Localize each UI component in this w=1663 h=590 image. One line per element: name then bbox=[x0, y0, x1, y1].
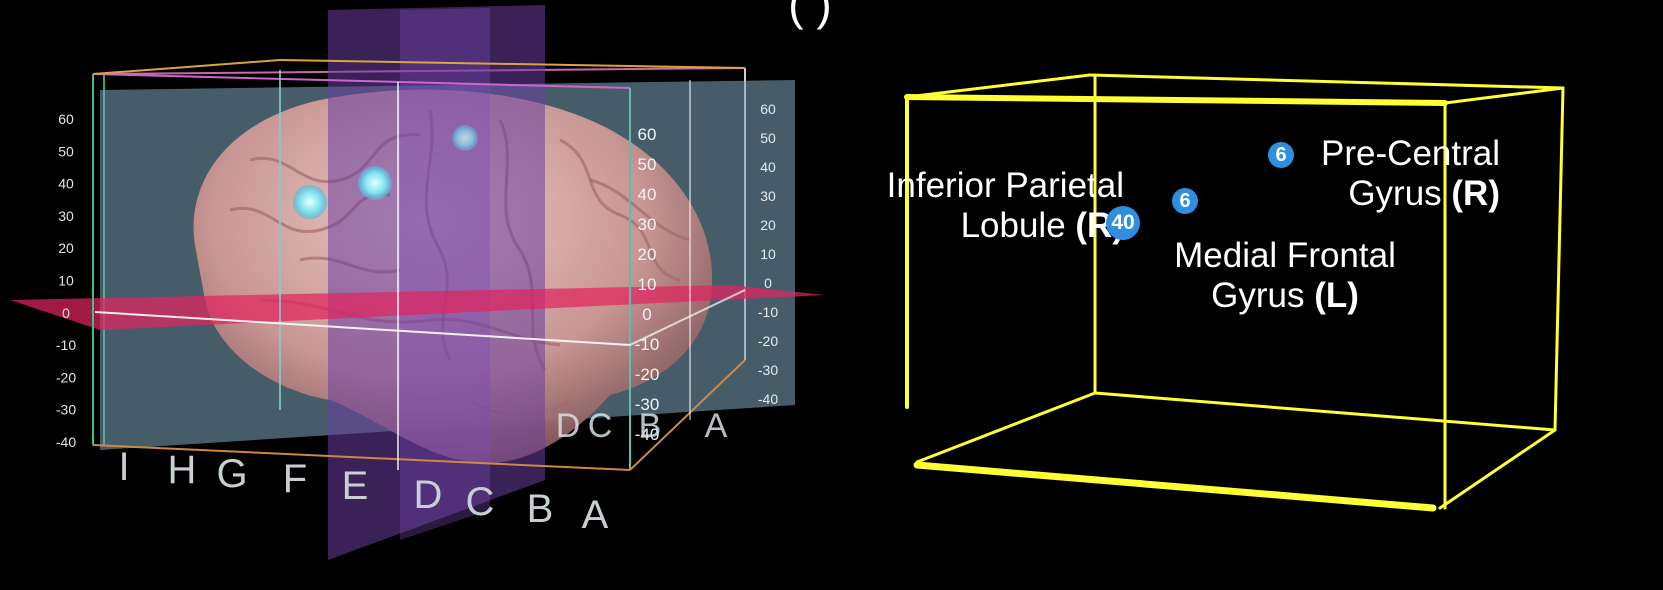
x-letter-tick: C bbox=[588, 407, 613, 445]
brodmann-area-badge: 6 bbox=[1172, 188, 1198, 214]
region-label-inferior-parietal: Inferior Parietal Lobule (R) bbox=[862, 166, 1124, 246]
y-scale-tick: -20 bbox=[635, 365, 660, 384]
y-scale-tick: -40 bbox=[635, 425, 660, 444]
y-scale-left: 60 50 40 30 20 10 0 -10 -20 -30 -40 bbox=[56, 111, 76, 450]
y-scale-tick: 50 bbox=[638, 155, 657, 174]
y-scale-tick: 0 bbox=[62, 305, 70, 321]
region-label-line1: Inferior Parietal bbox=[886, 166, 1124, 205]
y-scale-tick: 10 bbox=[58, 273, 74, 289]
activation-spot bbox=[452, 125, 478, 151]
y-scale-tick: 60 bbox=[638, 125, 657, 144]
y-scale-tick: 0 bbox=[764, 275, 772, 291]
region-name: Gyrus bbox=[1348, 174, 1442, 213]
y-scale-tick: 10 bbox=[638, 275, 657, 294]
x-letter-tick: G bbox=[216, 452, 247, 496]
y-scale-tick: 20 bbox=[638, 245, 657, 264]
y-scale-right: 60 50 40 30 20 10 0 -10 -20 -30 -40 bbox=[758, 101, 778, 407]
wireframe-box bbox=[904, 73, 1565, 512]
y-scale-tick: 30 bbox=[58, 208, 74, 224]
y-scale-tick: -30 bbox=[635, 395, 660, 414]
y-scale-tick: 10 bbox=[760, 246, 776, 262]
x-letter-tick: F bbox=[283, 457, 307, 501]
region-label-pre-central: Pre-Central Gyrus (R) bbox=[1300, 134, 1500, 214]
hemisphere-tag: (R) bbox=[1451, 174, 1500, 213]
y-scale-tick: 40 bbox=[58, 176, 74, 192]
x-letter-tick: I bbox=[118, 445, 129, 489]
y-scale-tick: 30 bbox=[760, 188, 776, 204]
region-label-line1: Medial Frontal bbox=[1174, 236, 1396, 275]
y-scale-tick: -30 bbox=[758, 362, 778, 378]
y-scale-tick: -20 bbox=[758, 333, 778, 349]
x-letter-tick: A bbox=[582, 493, 609, 537]
y-scale-tick: 40 bbox=[638, 185, 657, 204]
y-scale-tick: -10 bbox=[758, 304, 778, 320]
region-label-line2: Gyrus (R) bbox=[1300, 174, 1500, 214]
y-scale-middle: 60 50 40 30 20 10 0 -10 -20 -30 -40 bbox=[635, 125, 660, 444]
y-scale-tick: 0 bbox=[642, 305, 651, 324]
y-scale-tick: -40 bbox=[758, 391, 778, 407]
frame-front bbox=[92, 59, 746, 471]
activation-spot bbox=[358, 166, 392, 200]
y-scale-tick: 60 bbox=[760, 101, 776, 117]
x-letter-tick: D bbox=[414, 473, 443, 517]
region-label-line2: Gyrus (L) bbox=[1160, 276, 1410, 316]
y-scale-tick: 50 bbox=[760, 130, 776, 146]
x-letter-tick: B bbox=[639, 407, 662, 445]
x-letter-tick: D bbox=[556, 407, 581, 445]
y-scale-tick: -10 bbox=[56, 337, 76, 353]
y-scale-tick: -40 bbox=[56, 434, 76, 450]
y-scale-tick: 30 bbox=[638, 215, 657, 234]
y-scale-tick: -30 bbox=[56, 402, 76, 418]
x-letter-tick: E bbox=[342, 464, 369, 508]
region-label-line1: Pre-Central bbox=[1321, 134, 1500, 173]
x-letter-tick: C bbox=[466, 480, 495, 524]
region-name: Lobule bbox=[960, 206, 1066, 245]
hemisphere-tag: (L) bbox=[1314, 276, 1359, 315]
x-letter-tick: A bbox=[705, 407, 728, 445]
x-letter-tick: B bbox=[527, 487, 554, 531]
brodmann-area-badge: 40 bbox=[1106, 206, 1140, 240]
brain-panel: 60 50 40 30 20 10 0 -10 -20 -30 -40 60 50 40 30 20 10 0 -… bbox=[10, 5, 825, 560]
top-title: ( ) bbox=[788, 0, 831, 30]
region-name: Gyrus bbox=[1211, 276, 1305, 315]
y-scale-tick: -20 bbox=[56, 369, 76, 385]
activation-spot bbox=[293, 185, 327, 219]
y-scale-tick: 40 bbox=[760, 159, 776, 175]
x-letter-tick: H bbox=[168, 448, 197, 492]
y-scale-tick: 60 bbox=[58, 111, 74, 127]
y-scale-tick: 20 bbox=[58, 240, 74, 256]
brodmann-area-badge: 6 bbox=[1268, 142, 1294, 168]
y-scale-tick: -10 bbox=[635, 335, 660, 354]
y-scale-tick: 20 bbox=[760, 217, 776, 233]
coronal-plane bbox=[328, 5, 545, 560]
y-scale-tick: 50 bbox=[58, 143, 74, 159]
region-label-medial-frontal: Medial Frontal Gyrus (L) bbox=[1160, 236, 1410, 316]
region-label-line2: Lobule (R) bbox=[862, 206, 1124, 246]
